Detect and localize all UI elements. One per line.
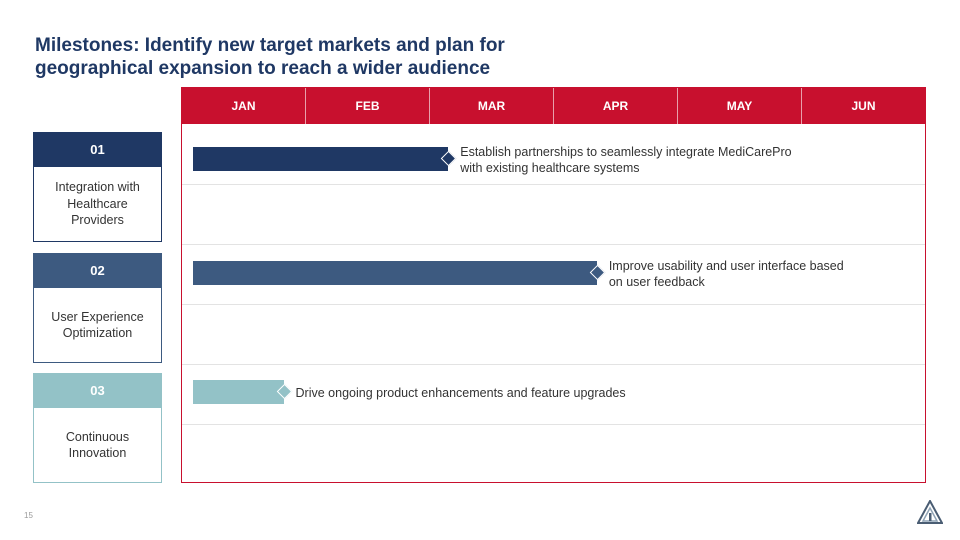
month-header: JAN FEB MAR APR MAY JUN (182, 88, 925, 124)
gantt-grid: JAN FEB MAR APR MAY JUN Establish partne… (181, 87, 926, 483)
task-label-02: Improve usability and user interface bas… (609, 258, 844, 290)
milestone-number: 03 (33, 373, 162, 408)
milestone-diamond-icon (276, 383, 292, 400)
milestone-name: User Experience Optimization (33, 288, 162, 363)
slide-title: Milestones: Identify new target markets … (35, 34, 635, 80)
month-jun: JUN (851, 99, 876, 113)
milestone-diamond-icon (440, 150, 457, 167)
row-divider (182, 244, 925, 245)
task-label-03: Drive ongoing product enhancements and f… (296, 385, 626, 401)
task-bar-02 (193, 261, 606, 285)
milestone-card-01: 01 Integration with Healthcare Providers (33, 132, 162, 242)
title-line-2: geographical expansion to reach a wider … (35, 58, 491, 79)
row-divider (182, 184, 925, 185)
milestone-card-03: 03 Continuous Innovation (33, 373, 162, 483)
title-line-1: Milestones: Identify new target markets … (35, 35, 505, 56)
triangle-logo-icon (917, 500, 943, 524)
row-divider (182, 364, 925, 365)
row-divider (182, 304, 925, 305)
month-apr: APR (554, 88, 678, 124)
task-label-line: Drive ongoing product enhancements and f… (295, 386, 626, 400)
task-label-line: on user feedback (608, 275, 705, 289)
task-label-line: with existing healthcare systems (460, 161, 640, 175)
milestone-number: 01 (33, 132, 162, 167)
month-may: MAY (678, 88, 802, 124)
month-feb: FEB (306, 88, 430, 124)
milestone-name: Integration with Healthcare Providers (33, 167, 162, 242)
row-divider (182, 424, 925, 425)
milestone-number: 02 (33, 253, 162, 288)
page-number: 15 (24, 511, 33, 520)
task-label-line: Establish partnerships to seamlessly int… (460, 145, 792, 159)
task-label-line: Improve usability and user interface bas… (608, 259, 844, 273)
month-mar: MAR (430, 88, 554, 124)
milestone-diamond-icon (589, 264, 606, 281)
task-label-01: Establish partnerships to seamlessly int… (460, 144, 791, 176)
task-bar-01 (193, 147, 457, 171)
milestone-name: Continuous Innovation (33, 408, 162, 483)
milestone-card-02: 02 User Experience Optimization (33, 253, 162, 363)
month-jan: JAN (182, 88, 306, 124)
task-bar-03 (193, 380, 292, 404)
